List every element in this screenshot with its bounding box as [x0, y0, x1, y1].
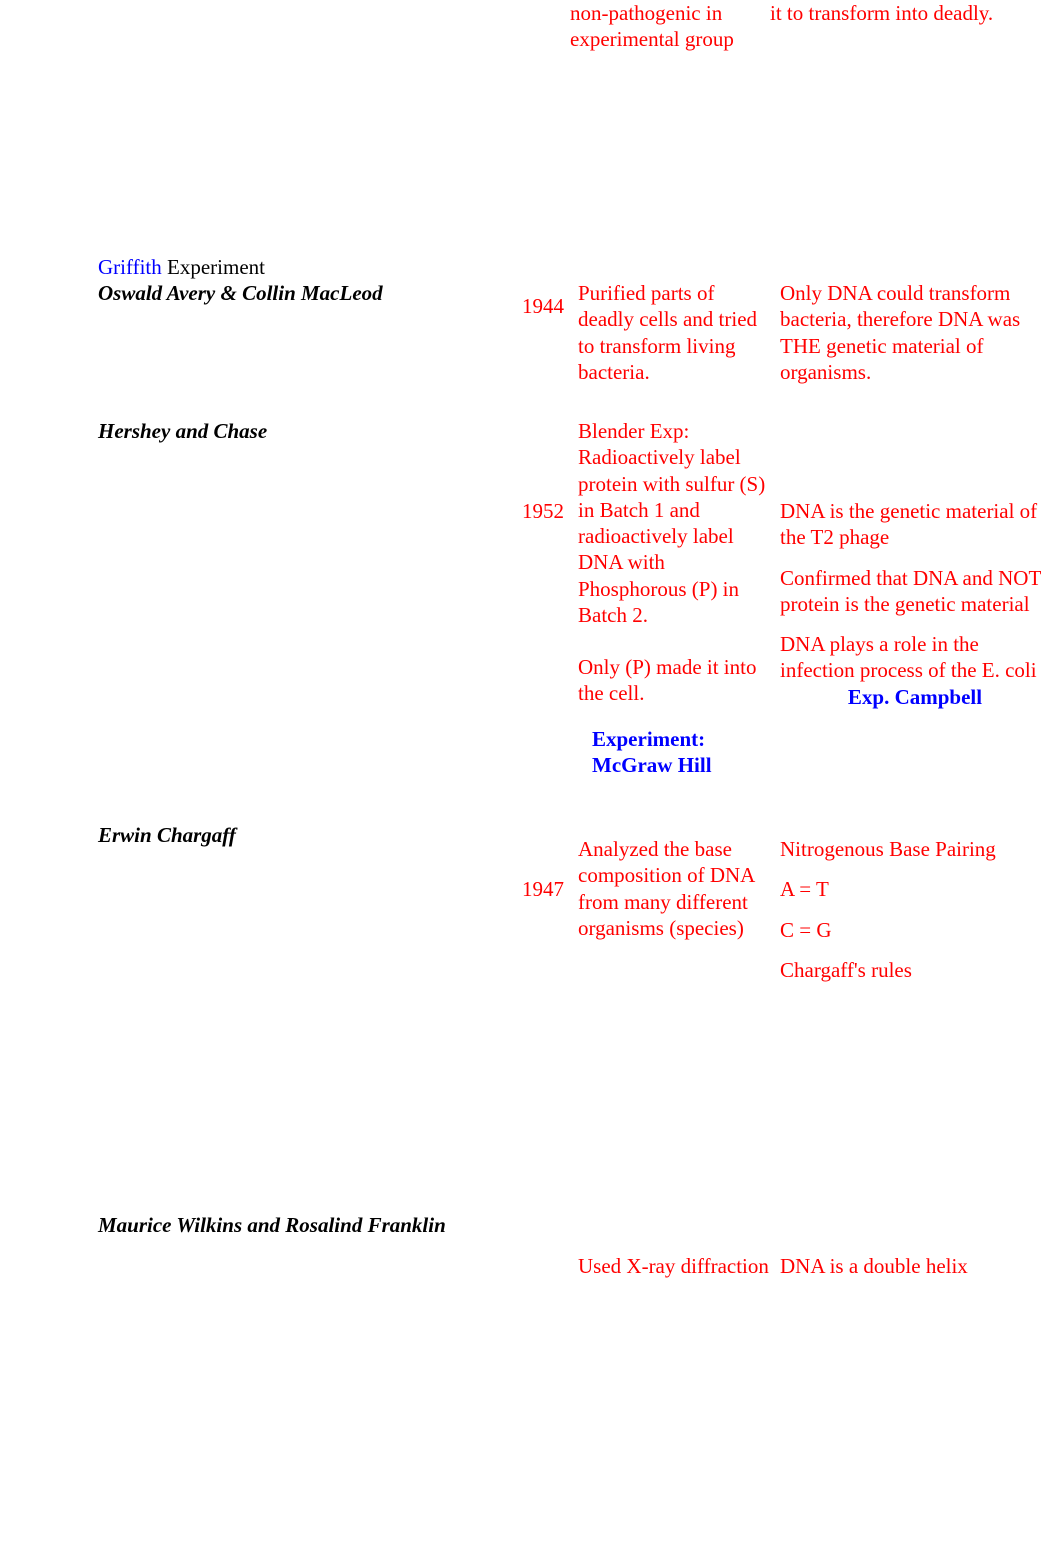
hershey-result-3: DNA plays a role in the infection proces…: [780, 631, 1050, 684]
hershey-year: 1952: [518, 498, 564, 524]
experiment-mcgraw-link[interactable]: Experiment: McGraw Hill: [592, 726, 770, 779]
chargaff-res-1: Nitrogenous Base Pairing: [780, 836, 1050, 862]
avery-result: Only DNA could transform bacteria, there…: [780, 280, 1050, 385]
top-fragment-row: non-pathogenic in experimental group it …: [570, 0, 1062, 53]
chargaff-res-4: Chargaff's rules: [780, 957, 1050, 983]
wilkins-name: Maurice Wilkins and Rosalind Franklin: [98, 1212, 446, 1238]
avery-experiment: Purified parts of deadly cells and tried…: [578, 280, 770, 385]
hershey-links: Experiment: McGraw Hill: [592, 726, 770, 779]
hershey-result-1: DNA is the genetic material of the T2 ph…: [780, 498, 1050, 551]
hershey-result-2: Confirmed that DNA and NOT protein is th…: [780, 565, 1050, 618]
chargaff-results: Nitrogenous Base Pairing A = T C = G Cha…: [780, 836, 1050, 983]
hershey-results: DNA is the genetic material of the T2 ph…: [780, 498, 1050, 710]
hershey-experiment-p1: Blender Exp: Radioactively label protein…: [578, 418, 770, 628]
wilkins-result: DNA is a double helix: [780, 1253, 1050, 1279]
wilkins-experiment: Used X-ray diffraction: [578, 1253, 770, 1279]
hershey-experiment-p2: Only (P) made it into the cell.: [578, 654, 770, 707]
avery-name: Oswald Avery & Collin MacLeod: [98, 280, 383, 306]
chargaff-res-3: C = G: [780, 917, 1050, 943]
griffith-experiment-label: Griffith Experiment: [98, 254, 265, 280]
hershey-name: Hershey and Chase: [98, 418, 267, 444]
chargaff-year: 1947: [518, 876, 564, 902]
frag-experiment-text: non-pathogenic in experimental group: [570, 0, 770, 53]
exp-campbell-link[interactable]: Exp. Campbell: [780, 684, 1050, 710]
chargaff-name: Erwin Chargaff: [98, 822, 236, 848]
avery-year: 1944: [518, 293, 564, 319]
griffith-tail: Experiment: [162, 255, 265, 279]
chargaff-experiment: Analyzed the base composition of DNA fro…: [578, 836, 770, 941]
chargaff-res-2: A = T: [780, 876, 1050, 902]
frag-result-text: it to transform into deadly.: [770, 0, 1062, 53]
griffith-link[interactable]: Griffith: [98, 255, 162, 279]
